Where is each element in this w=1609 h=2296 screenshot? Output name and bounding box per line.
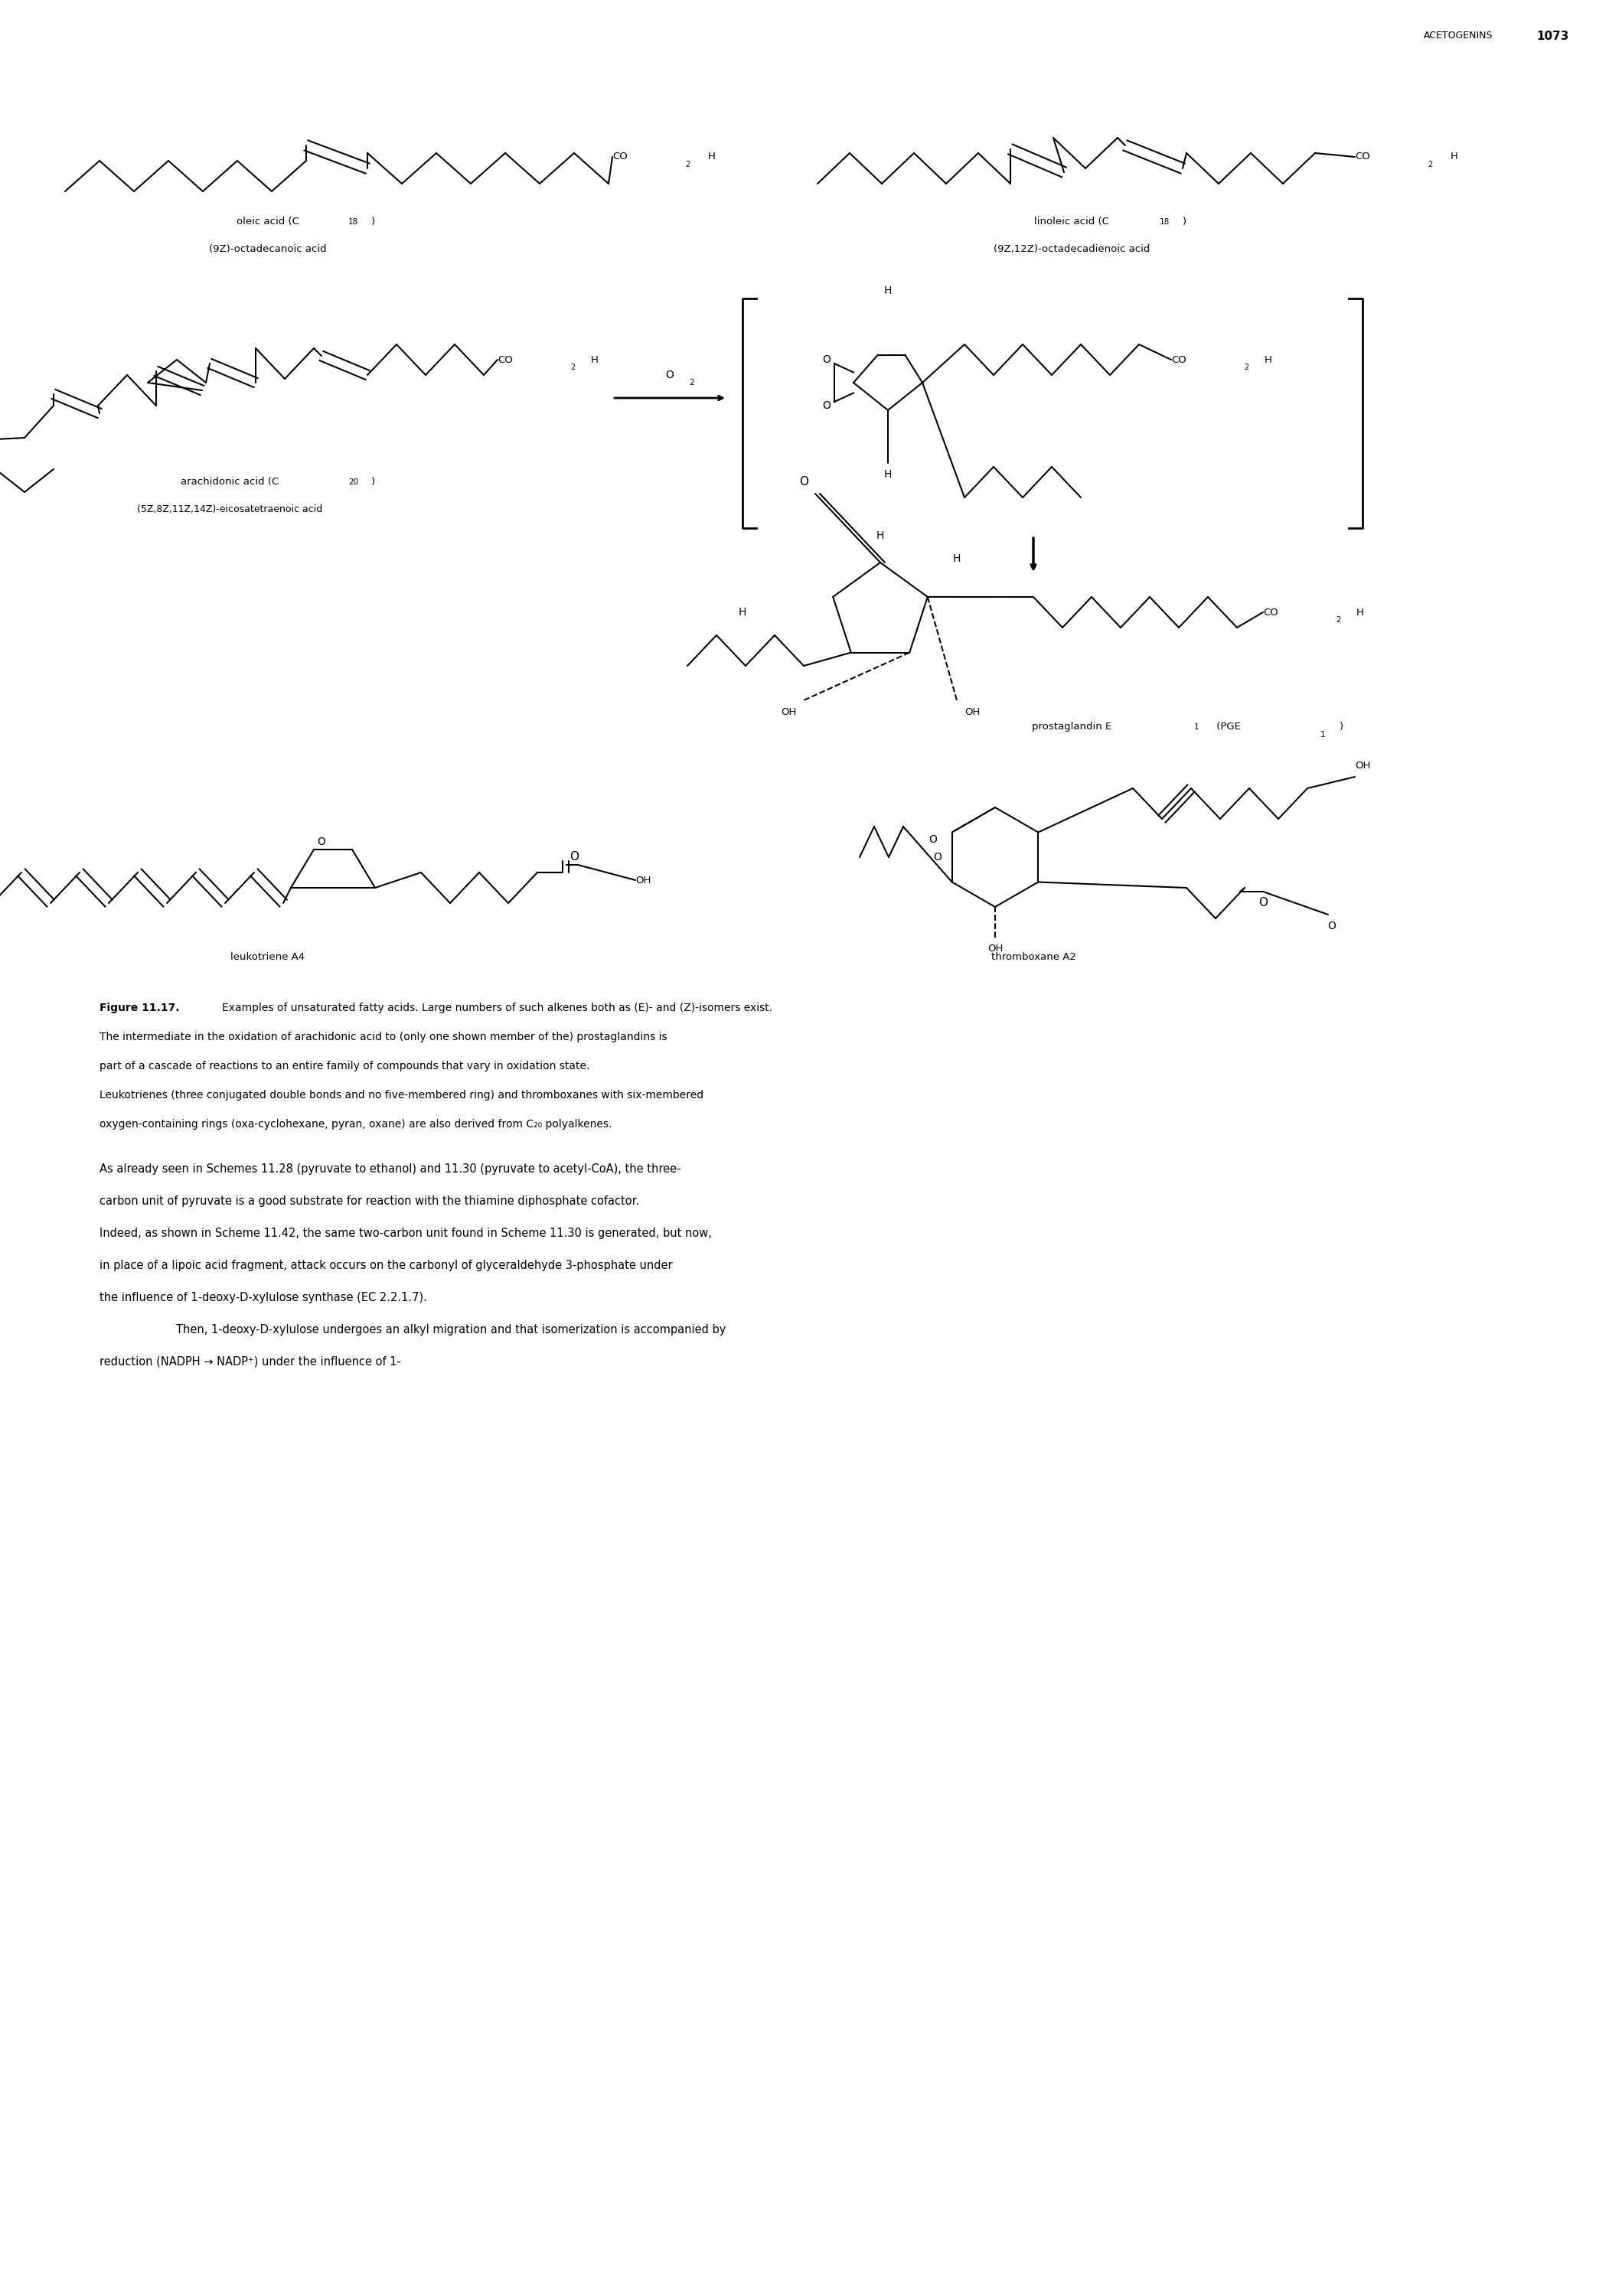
Text: reduction (NADPH → NADP⁺) under the influence of 1-: reduction (NADPH → NADP⁺) under the infl… bbox=[100, 1357, 401, 1368]
Text: 18: 18 bbox=[348, 218, 359, 225]
Text: The intermediate in the oxidation of arachidonic acid to (only one shown member : The intermediate in the oxidation of ara… bbox=[100, 1031, 668, 1042]
Text: OH: OH bbox=[988, 944, 1002, 955]
Text: (PGE: (PGE bbox=[1213, 721, 1241, 732]
Text: O: O bbox=[570, 852, 579, 863]
Text: (9Z)-octadecanoic acid: (9Z)-octadecanoic acid bbox=[209, 243, 327, 255]
Text: part of a cascade of reactions to an entire family of compounds that vary in oxi: part of a cascade of reactions to an ent… bbox=[100, 1061, 589, 1072]
Text: H: H bbox=[1265, 356, 1273, 365]
Text: oleic acid (C: oleic acid (C bbox=[237, 218, 299, 227]
Text: O: O bbox=[1258, 898, 1268, 909]
Text: Indeed, as shown in Scheme 11.42, the same two-carbon unit found in Scheme 11.30: Indeed, as shown in Scheme 11.42, the sa… bbox=[100, 1228, 711, 1240]
Text: H: H bbox=[1451, 152, 1458, 161]
Text: arachidonic acid (C: arachidonic acid (C bbox=[180, 478, 278, 487]
Text: O: O bbox=[800, 478, 808, 489]
Text: leukotriene A4: leukotriene A4 bbox=[230, 951, 306, 962]
Text: Figure 11.17.: Figure 11.17. bbox=[100, 1003, 180, 1013]
Text: O: O bbox=[317, 836, 325, 847]
Text: O: O bbox=[928, 833, 936, 845]
Text: O: O bbox=[666, 370, 674, 381]
Text: 2: 2 bbox=[1335, 615, 1340, 625]
Text: oxygen-containing rings (oxa-cyclohexane, pyran, oxane) are also derived from C₂: oxygen-containing rings (oxa-cyclohexane… bbox=[100, 1118, 611, 1130]
Text: O: O bbox=[822, 400, 830, 411]
Text: OH: OH bbox=[964, 707, 980, 716]
Text: H: H bbox=[1356, 608, 1364, 618]
Text: ): ) bbox=[1183, 218, 1186, 227]
Text: CO: CO bbox=[1171, 356, 1186, 365]
Text: CO: CO bbox=[1263, 608, 1278, 618]
Text: O: O bbox=[933, 852, 941, 863]
Text: H: H bbox=[953, 553, 961, 565]
Text: O: O bbox=[822, 354, 830, 365]
Text: ): ) bbox=[372, 218, 375, 227]
Text: 20: 20 bbox=[348, 478, 359, 487]
Text: ): ) bbox=[372, 478, 375, 487]
Text: 2: 2 bbox=[1244, 363, 1249, 372]
Text: H: H bbox=[877, 530, 885, 542]
Text: thromboxane A2: thromboxane A2 bbox=[991, 951, 1076, 962]
Text: (9Z,12Z)-octadecadienoic acid: (9Z,12Z)-octadecadienoic acid bbox=[993, 243, 1150, 255]
Text: Leukotrienes (three conjugated double bonds and no five-membered ring) and throm: Leukotrienes (three conjugated double bo… bbox=[100, 1091, 703, 1100]
Text: prostaglandin E: prostaglandin E bbox=[1031, 721, 1112, 732]
Text: 2: 2 bbox=[689, 379, 693, 386]
Text: in place of a lipoic acid fragment, attack occurs on the carbonyl of glyceraldeh: in place of a lipoic acid fragment, atta… bbox=[100, 1261, 673, 1272]
Text: ACETOGENINS: ACETOGENINS bbox=[1424, 30, 1493, 41]
Text: 18: 18 bbox=[1160, 218, 1170, 225]
Text: OH: OH bbox=[780, 707, 796, 716]
Text: CO: CO bbox=[613, 152, 628, 161]
Text: H: H bbox=[708, 152, 716, 161]
Text: OH: OH bbox=[1355, 760, 1371, 771]
Text: ): ) bbox=[1340, 721, 1344, 732]
Text: CO: CO bbox=[1355, 152, 1369, 161]
Text: OH: OH bbox=[636, 875, 652, 886]
Text: H: H bbox=[883, 285, 891, 296]
Text: linoleic acid (C: linoleic acid (C bbox=[1035, 218, 1109, 227]
Text: O: O bbox=[1327, 921, 1335, 932]
Text: 2: 2 bbox=[1427, 161, 1432, 168]
Text: (5Z,8Z,11Z,14Z)-eicosatetraenoic acid: (5Z,8Z,11Z,14Z)-eicosatetraenoic acid bbox=[137, 505, 322, 514]
Text: 1: 1 bbox=[1321, 730, 1326, 739]
Text: Then, 1-deoxy-D-xylulose undergoes an alkyl migration and that isomerization is : Then, 1-deoxy-D-xylulose undergoes an al… bbox=[175, 1325, 726, 1336]
Text: 2: 2 bbox=[685, 161, 690, 168]
Text: CO: CO bbox=[497, 356, 513, 365]
Text: Examples of unsaturated fatty acids. Large numbers of such alkenes both as (E)- : Examples of unsaturated fatty acids. Lar… bbox=[222, 1003, 772, 1013]
Text: the influence of 1-deoxy-D-xylulose synthase (EC 2.2.1.7).: the influence of 1-deoxy-D-xylulose synt… bbox=[100, 1293, 426, 1304]
Text: H: H bbox=[591, 356, 599, 365]
Text: 2: 2 bbox=[570, 363, 574, 372]
Text: H: H bbox=[883, 468, 891, 480]
Text: 1: 1 bbox=[1194, 723, 1199, 730]
Text: carbon unit of pyruvate is a good substrate for reaction with the thiamine dipho: carbon unit of pyruvate is a good substr… bbox=[100, 1196, 639, 1208]
Text: As already seen in Schemes 11.28 (pyruvate to ethanol) and 11.30 (pyruvate to ac: As already seen in Schemes 11.28 (pyruva… bbox=[100, 1164, 681, 1176]
Text: 1073: 1073 bbox=[1537, 30, 1569, 41]
Text: H: H bbox=[739, 606, 747, 618]
